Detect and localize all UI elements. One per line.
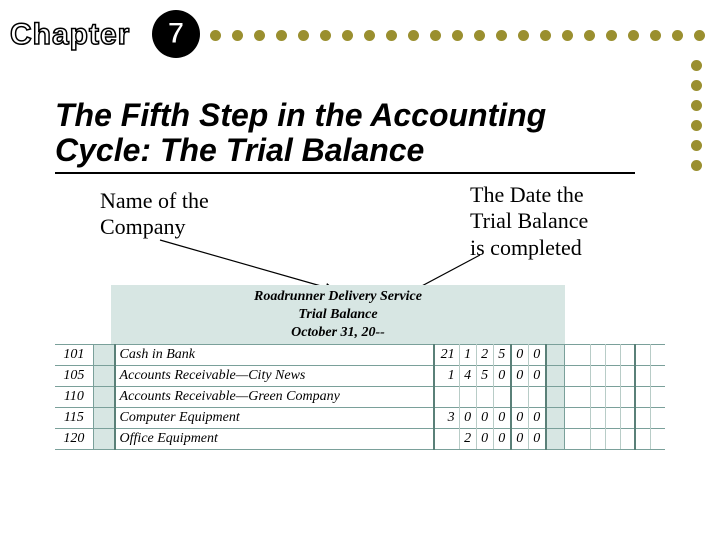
company-name: Roadrunner Delivery Service	[111, 288, 565, 306]
trial-balance-table: Roadrunner Delivery Service Trial Balanc…	[55, 285, 665, 450]
page-title: The Fifth Step in the Accounting Cycle: …	[55, 98, 635, 174]
decorative-dots-row	[210, 30, 705, 41]
chapter-number: 7	[168, 17, 185, 51]
report-date: October 31, 20--	[111, 324, 565, 342]
table-row: 110Accounts Receivable—Green Company	[55, 386, 665, 407]
table-row: 120Office Equipment20000	[55, 428, 665, 449]
callout-date: The Date theTrial Balanceis completed	[470, 182, 588, 261]
callout-company-name: Name of theCompany	[100, 188, 209, 241]
report-name: Trial Balance	[111, 306, 565, 324]
ledger-grid: 101Cash in Bank2112500105Accounts Receiv…	[55, 344, 665, 450]
table-row: 115Computer Equipment300000	[55, 407, 665, 428]
table-header: Roadrunner Delivery Service Trial Balanc…	[111, 285, 565, 344]
decorative-dots-col	[691, 60, 702, 171]
chapter-label: Chapter	[10, 18, 130, 52]
table-row: 101Cash in Bank2112500	[55, 344, 665, 365]
table-row: 105Accounts Receivable—City News145000	[55, 365, 665, 386]
chapter-oval: 7	[152, 10, 200, 58]
